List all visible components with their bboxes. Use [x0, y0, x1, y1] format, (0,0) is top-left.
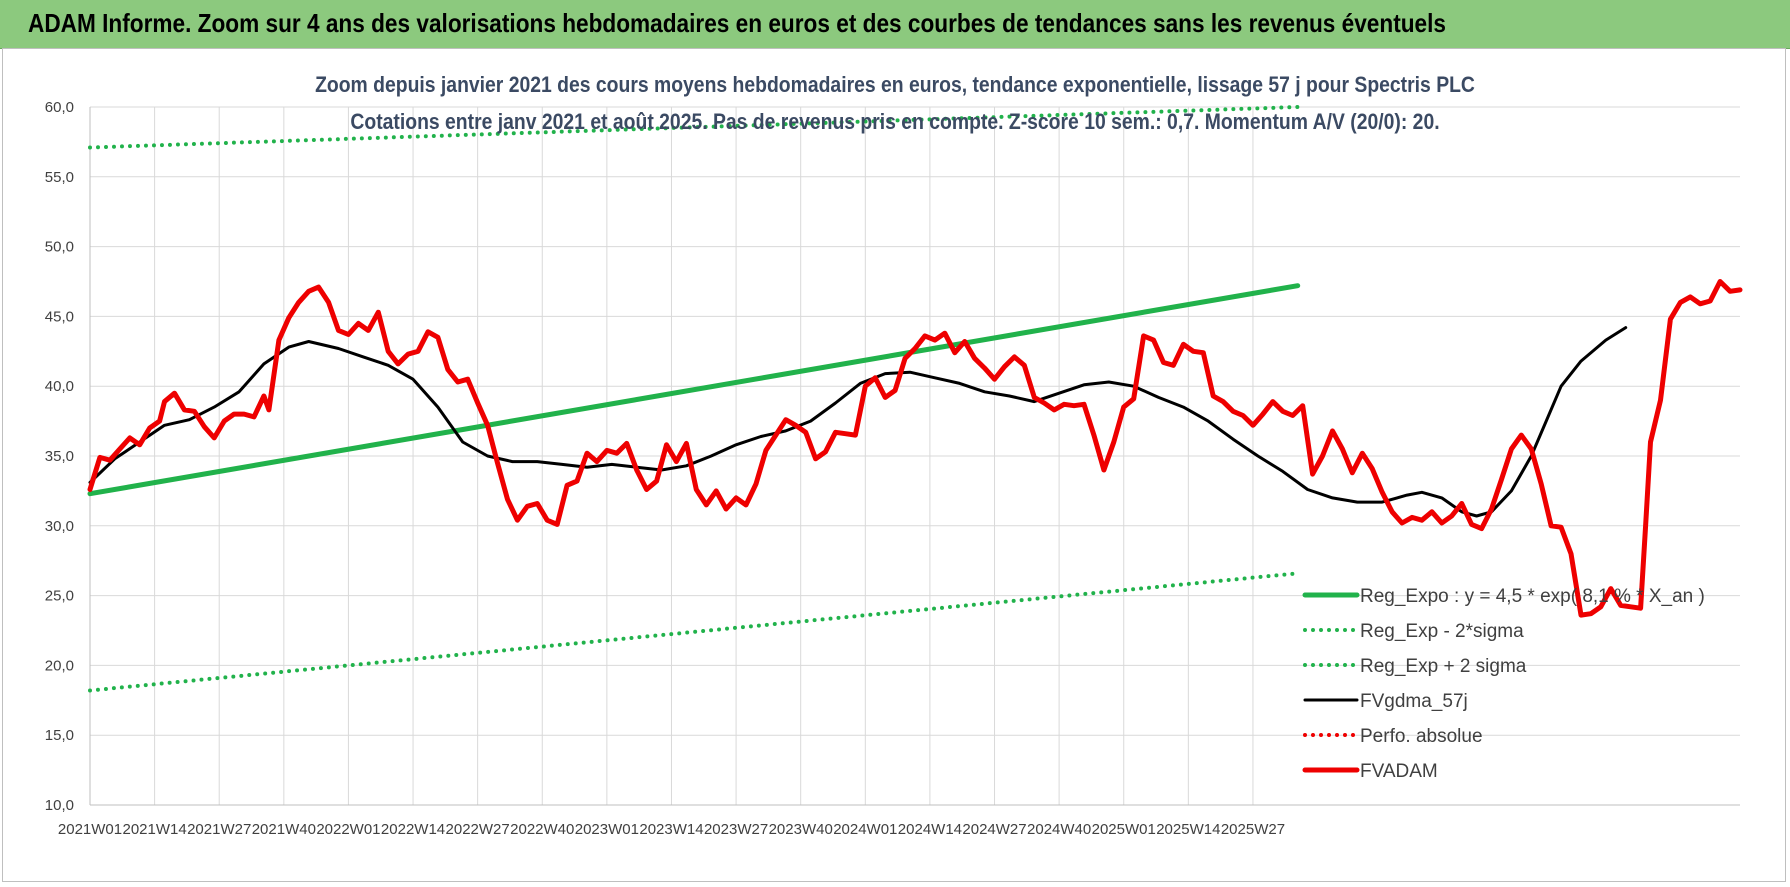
y-tick-label: 55,0	[45, 169, 74, 186]
x-tick-label: 2021W14	[122, 821, 186, 838]
y-tick-label: 40,0	[45, 378, 74, 395]
x-tick-label: 2022W01	[316, 821, 380, 838]
y-tick-label: 20,0	[45, 657, 74, 674]
series-line-5	[87, 279, 1743, 618]
series-line-1	[88, 571, 1300, 693]
x-tick-label: 2023W40	[769, 821, 833, 838]
x-tick-label: 2021W27	[187, 821, 251, 838]
legend-label: FVADAM	[1360, 761, 1438, 782]
x-tick-label: 2022W27	[446, 821, 510, 838]
x-tick-label: 2024W14	[898, 821, 962, 838]
legend-label: Perfo. absolue	[1360, 726, 1483, 747]
y-tick-label: 10,0	[45, 797, 74, 814]
series-line-3	[88, 326, 1628, 518]
x-tick-label: 2025W01	[1092, 821, 1156, 838]
y-tick-label: 15,0	[45, 727, 74, 744]
y-tick-label: 30,0	[45, 518, 74, 535]
legend-label: FVgdma_57j	[1360, 691, 1468, 712]
title-banner: ADAM Informe. Zoom sur 4 ans des valoris…	[0, 0, 1790, 49]
x-tick-label: 2025W27	[1221, 821, 1285, 838]
series-line-2	[88, 105, 1300, 150]
y-tick-label: 35,0	[45, 448, 74, 465]
x-tick-label: 2021W01	[58, 821, 122, 838]
x-tick-label: 2022W40	[510, 821, 574, 838]
y-tick-label: 50,0	[45, 239, 74, 256]
x-tick-label: 2023W27	[704, 821, 768, 838]
legend-label: Reg_Exp + 2 sigma	[1360, 656, 1527, 677]
legend-label: Reg_Exp - 2*sigma	[1360, 621, 1524, 642]
chart-frame	[2, 48, 1786, 882]
legend-label: Reg_Expo : y = 4,5 * exp( 8,1 % * X_an )	[1360, 586, 1705, 607]
x-tick-label: 2022W14	[381, 821, 445, 838]
x-tick-label: 2021W40	[252, 821, 316, 838]
series-line-0	[87, 283, 1301, 497]
y-tick-label: 25,0	[45, 588, 74, 605]
x-tick-label: 2024W27	[962, 821, 1026, 838]
chart-title: Zoom depuis janvier 2021 des cours moyen…	[315, 72, 1475, 97]
y-tick-label: 45,0	[45, 308, 74, 325]
x-tick-label: 2025W14	[1156, 821, 1220, 838]
x-tick-label: 2023W01	[575, 821, 639, 838]
x-tick-label: 2023W14	[639, 821, 703, 838]
chart-subtitle: Cotations entre janv 2021 et août 2025. …	[350, 109, 1440, 134]
x-tick-label: 2024W01	[833, 821, 897, 838]
y-tick-label: 60,0	[45, 99, 74, 116]
banner-title: ADAM Informe. Zoom sur 4 ans des valoris…	[28, 8, 1446, 38]
x-tick-label: 2024W40	[1027, 821, 1091, 838]
